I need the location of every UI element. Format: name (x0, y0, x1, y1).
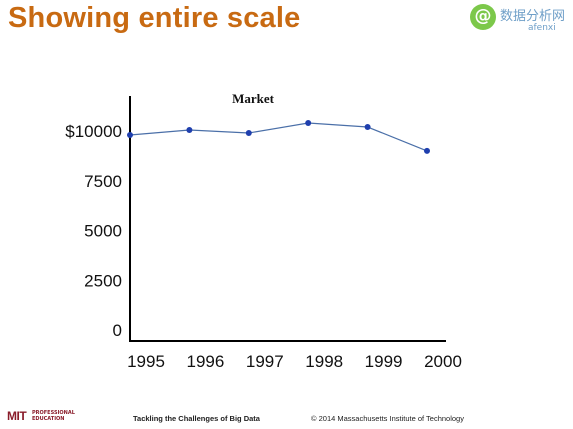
x-tick-label: 1996 (186, 352, 224, 371)
watermark-name: 数据分析网 (500, 9, 566, 24)
footer: MIT PROFESSIONAL EDUCATION Tackling the … (0, 405, 573, 429)
data-point (127, 131, 133, 138)
watermark-logo-icon: @ (470, 4, 496, 30)
data-point (305, 120, 312, 127)
data-point (245, 129, 252, 136)
copyright: © 2014 Massachusetts Institute of Techno… (311, 414, 464, 423)
x-tick-label: 1998 (305, 352, 343, 371)
watermark-sub: afenxi (528, 23, 556, 33)
logo-sub-line2: EDUCATION (32, 416, 65, 422)
data-point (186, 127, 193, 134)
y-tick-label: 7500 (84, 172, 122, 191)
y-tick-label: 5000 (84, 222, 122, 241)
x-tick-label: 2000 (424, 352, 462, 371)
x-axis-ticks: 1995 1996 1997 1998 1999 2000 (127, 352, 462, 371)
mit-logo-subtitle: PROFESSIONAL EDUCATION (32, 410, 75, 422)
mit-logo: MIT (7, 409, 27, 423)
x-tick-label: 1995 (127, 352, 165, 371)
data-point (364, 124, 371, 131)
data-points (127, 120, 430, 154)
slide-title: Showing entire scale (8, 2, 301, 34)
course-title: Tackling the Challenges of Big Data (133, 414, 260, 423)
y-axis-ticks: $10000 7500 5000 2500 0 (65, 122, 122, 340)
x-tick-label: 1997 (246, 352, 284, 371)
chart-title: Market (232, 91, 275, 106)
x-tick-label: 1999 (365, 352, 403, 371)
data-point (424, 147, 430, 154)
logo-sub-line1: PROFESSIONAL (32, 410, 75, 416)
y-tick-label: 0 (113, 321, 122, 340)
watermark: @ 数据分析网 afenxi (470, 4, 573, 38)
y-tick-label: $10000 (65, 122, 122, 141)
series-line (129, 122, 428, 152)
y-tick-label: 2500 (84, 271, 122, 290)
